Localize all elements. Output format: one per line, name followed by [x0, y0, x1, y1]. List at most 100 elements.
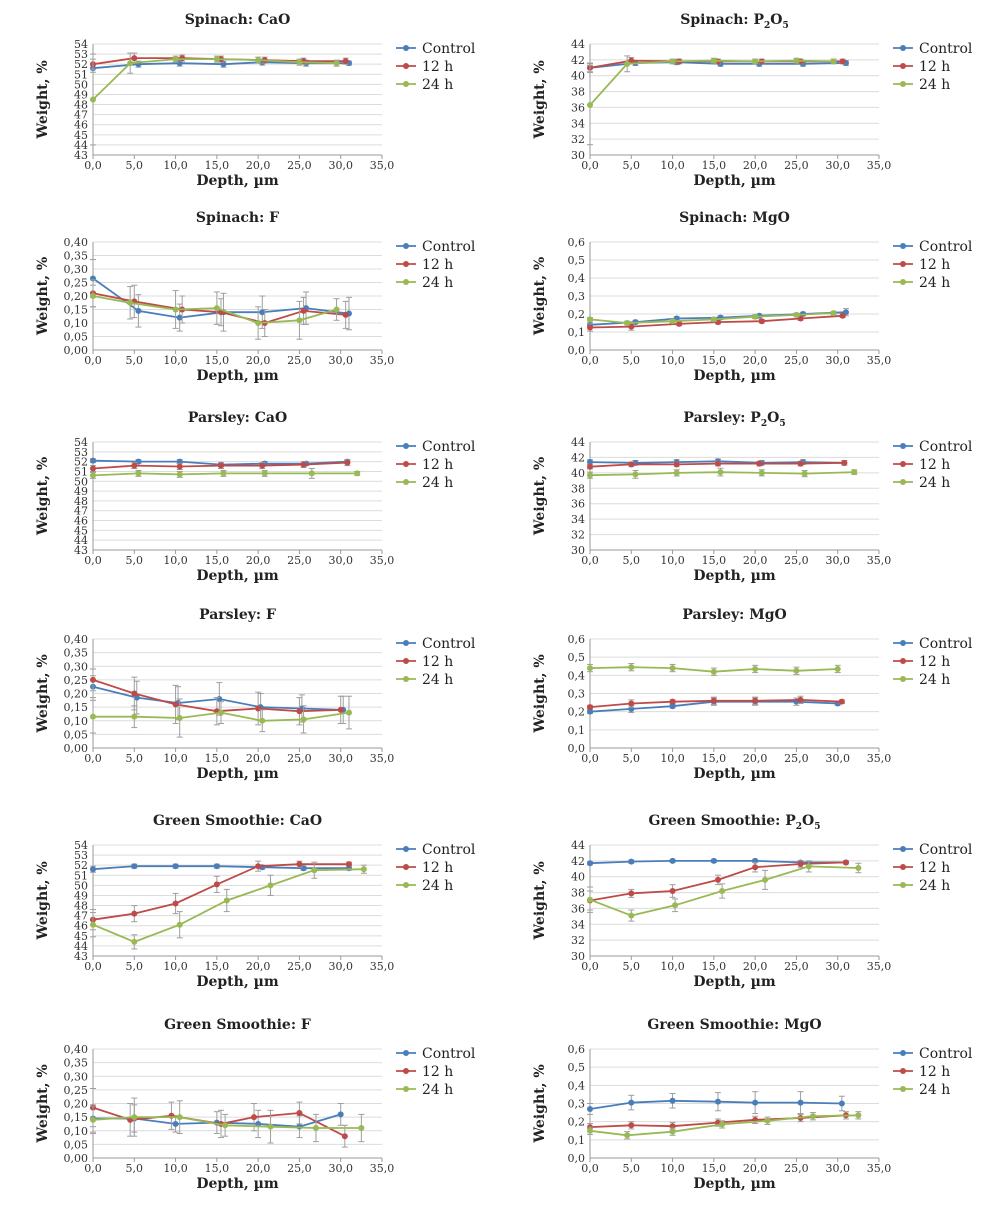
x-tick-label: 20,0	[743, 1162, 768, 1175]
y-tick-label: 52	[74, 456, 88, 469]
y-tick-label: 54	[74, 38, 88, 51]
legend-marker	[403, 279, 409, 285]
legend-label: 12 h	[919, 860, 950, 876]
x-tick-label: 5,0	[623, 752, 641, 765]
x-tick-label: 0,0	[84, 159, 102, 172]
legend-label: 24 h	[422, 672, 453, 688]
x-tick-label: 30,0	[328, 1162, 353, 1175]
data-point	[714, 876, 721, 883]
chart-title: Green Smoothie: P2O5	[649, 813, 821, 832]
x-tick-label: 10,0	[163, 960, 188, 973]
data-point	[797, 696, 804, 703]
y-tick-label: 44	[74, 940, 88, 953]
legend-label: 24 h	[422, 475, 453, 491]
y-axis-label: Weight, %	[35, 1064, 51, 1143]
y-tick-label: 0,25	[64, 674, 89, 687]
y-tick-label: 43	[74, 149, 88, 162]
data-point	[337, 706, 344, 713]
chart-title: Spinach: F	[196, 210, 279, 226]
legend-label: Control	[422, 439, 476, 455]
x-tick-label: 15,0	[702, 159, 727, 172]
x-tick-label: 20,0	[246, 1162, 271, 1175]
data-point	[345, 861, 352, 868]
legend-marker	[403, 243, 409, 249]
data-point	[669, 58, 676, 65]
series-24h	[587, 860, 862, 922]
legend-label: 24 h	[422, 878, 453, 894]
chart-panel: Green Smoothie: F 0,000,050,100,150,200,2…	[35, 1017, 476, 1192]
legend-label: Control	[919, 1046, 973, 1062]
data-point	[628, 912, 635, 919]
data-point	[342, 311, 349, 318]
y-tick-label: 49	[74, 88, 88, 101]
y-tick-label: 0,35	[64, 1057, 89, 1070]
data-point	[135, 458, 142, 465]
x-tick-label: 0,0	[84, 1162, 102, 1175]
data-point	[131, 690, 138, 697]
data-point	[834, 665, 841, 672]
x-tick-label: 15,0	[205, 1162, 230, 1175]
x-axis-label: Depth, µm	[693, 568, 775, 584]
x-tick-label: 20,0	[246, 960, 271, 973]
data-point	[300, 307, 307, 314]
data-point	[587, 708, 593, 715]
legend-label: Control	[919, 41, 973, 57]
series-12h	[90, 459, 351, 472]
series-line	[92, 863, 349, 921]
y-tick-label: 0,25	[64, 1084, 89, 1097]
y-tick-label: 0,05	[64, 728, 89, 741]
chart-title: Parsley: P2O5	[683, 410, 785, 429]
data-point	[587, 704, 593, 711]
data-point	[669, 857, 676, 864]
y-tick-label: 32	[571, 529, 585, 542]
y-tick-label: 0,6	[568, 633, 586, 646]
data-point	[90, 465, 96, 472]
legend-label: 24 h	[422, 275, 453, 291]
y-tick-label: 30	[571, 149, 585, 162]
chart-title: Green Smoothie: CaO	[153, 813, 322, 829]
x-axis-label: Depth, µm	[196, 173, 278, 189]
data-point	[669, 698, 676, 705]
y-tick-label: 42	[571, 54, 585, 67]
y-tick-label: 0,40	[64, 633, 89, 646]
y-tick-label: 0,00	[64, 344, 89, 357]
data-point	[632, 471, 639, 478]
legend-marker	[900, 864, 906, 870]
y-tick-label: 43	[74, 544, 88, 557]
chart-panel: Parsley: MgO 0,0 0,1 0,2 0,3 0,4 0,5 0,6 0,0 5,0 1…	[532, 607, 973, 782]
legend-marker	[403, 882, 409, 888]
data-point	[296, 1110, 303, 1117]
legend-marker	[900, 461, 906, 467]
legend-marker	[900, 443, 906, 449]
x-tick-label: 15,0	[205, 159, 230, 172]
data-point	[176, 715, 183, 722]
y-tick-label: 0,6	[568, 236, 586, 249]
y-tick-label: 0,3	[568, 290, 586, 303]
data-point	[127, 299, 134, 306]
legend-marker	[403, 1068, 409, 1074]
x-tick-label: 30,0	[328, 554, 353, 567]
x-tick-label: 35,0	[370, 960, 395, 973]
legend-marker	[403, 1086, 409, 1092]
data-point	[809, 1113, 816, 1120]
y-tick-label: 44	[74, 139, 88, 152]
data-point	[838, 698, 845, 705]
series-24h	[587, 55, 837, 146]
data-point	[842, 859, 849, 866]
x-tick-label: 30,0	[825, 554, 850, 567]
data-point	[587, 102, 593, 109]
data-point	[851, 469, 858, 476]
data-point	[830, 310, 837, 317]
x-tick-label: 30,0	[328, 354, 353, 367]
data-point	[719, 1121, 726, 1128]
data-point	[752, 58, 759, 65]
data-point	[358, 1125, 365, 1132]
chart-panel: Green Smoothie: CaO434445464748495051525…	[35, 813, 476, 990]
data-point	[624, 60, 631, 67]
y-tick-label: 44	[571, 38, 585, 51]
data-point	[752, 665, 759, 672]
y-tick-label: 0,00	[64, 1152, 89, 1165]
data-point	[296, 317, 303, 324]
x-tick-label: 5,0	[126, 354, 144, 367]
data-point	[830, 58, 837, 65]
